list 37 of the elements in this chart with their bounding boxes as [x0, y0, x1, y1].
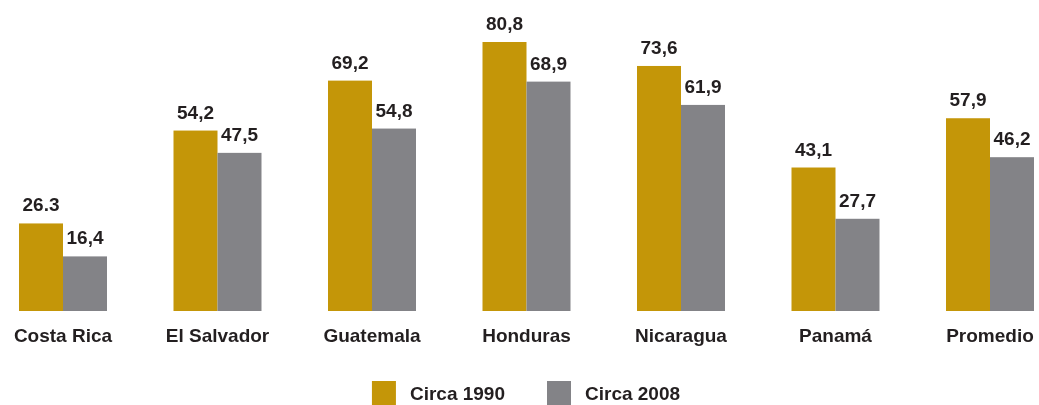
bar — [681, 104, 725, 311]
x-tick-label: Panamá — [799, 325, 873, 346]
data-label: 47,5 — [221, 123, 259, 145]
data-label: 27,7 — [839, 189, 876, 211]
data-label: 43,1 — [795, 138, 833, 160]
data-label: 69,2 — [331, 51, 369, 73]
data-label: 54,8 — [375, 99, 413, 121]
data-label: 16,4 — [66, 227, 104, 249]
data-label: 61,9 — [684, 75, 722, 97]
x-tick-label: Nicaragua — [635, 325, 728, 346]
bar — [19, 223, 63, 311]
bar — [328, 80, 372, 311]
data-label: 46,2 — [993, 128, 1031, 150]
x-tick-label: Guatemala — [323, 325, 422, 346]
bar — [173, 130, 218, 311]
bar — [791, 167, 836, 311]
data-label: 26.3 — [22, 194, 60, 216]
x-tick-label: Promedio — [946, 325, 1034, 346]
bar — [526, 81, 571, 311]
bar — [637, 65, 681, 311]
data-label: 68,9 — [530, 52, 567, 74]
bar — [372, 128, 416, 311]
legend-label: Circa 1990 — [409, 382, 505, 404]
x-tick-label: El Salvador — [165, 325, 270, 346]
bar — [482, 42, 527, 311]
legend-label: Circa 2008 — [585, 382, 681, 404]
data-label: 57,9 — [949, 89, 987, 111]
bar — [990, 157, 1034, 311]
x-tick-label: Costa Rica — [13, 325, 113, 346]
bar — [217, 152, 262, 311]
bar — [835, 218, 880, 311]
x-tick-label: Honduras — [482, 325, 571, 346]
bar — [946, 118, 990, 311]
data-label: 54,2 — [177, 101, 214, 123]
data-label: 73,6 — [640, 36, 678, 58]
bar — [63, 256, 107, 311]
data-label: 80,8 — [486, 13, 523, 34]
